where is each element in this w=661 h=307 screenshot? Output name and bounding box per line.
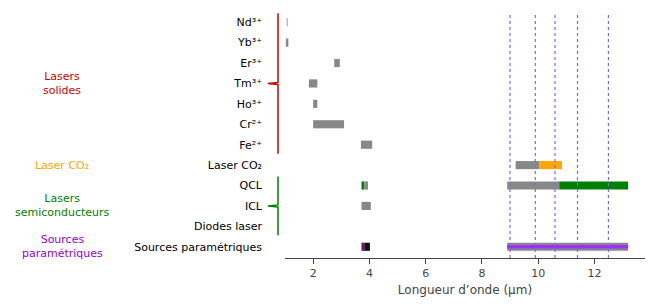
svg-text:Laser CO₂: Laser CO₂: [208, 159, 262, 172]
svg-text:Fe²⁺: Fe²⁺: [239, 139, 262, 152]
svg-text:Longueur d’onde (µm): Longueur d’onde (µm): [398, 283, 532, 297]
svg-text:Yb³⁺: Yb³⁺: [237, 36, 262, 49]
svg-text:ICL: ICL: [245, 200, 263, 213]
svg-text:QCL: QCL: [240, 179, 263, 192]
svg-text:Diodes laser: Diodes laser: [194, 220, 263, 233]
svg-text:Er³⁺: Er³⁺: [240, 57, 262, 70]
svg-text:4: 4: [366, 267, 373, 280]
svg-text:Laser CO₂: Laser CO₂: [35, 159, 89, 172]
svg-text:Laserssemiconducteurs: Laserssemiconducteurs: [15, 192, 110, 219]
svg-text:Laserssolides: Laserssolides: [43, 70, 81, 97]
svg-text:Ho³⁺: Ho³⁺: [237, 98, 262, 111]
svg-text:2: 2: [310, 267, 317, 280]
svg-text:10: 10: [531, 267, 545, 280]
svg-text:Nd³⁺: Nd³⁺: [237, 16, 263, 29]
svg-text:Sources paramétriques: Sources paramétriques: [134, 241, 262, 254]
svg-text:Tm³⁺: Tm³⁺: [233, 77, 262, 90]
svg-text:12: 12: [587, 267, 601, 280]
svg-text:Cr²⁺: Cr²⁺: [240, 118, 263, 131]
svg-text:8: 8: [478, 267, 485, 280]
svg-text:Sourcesparamétriques: Sourcesparamétriques: [22, 233, 103, 260]
svg-text:6: 6: [422, 267, 429, 280]
